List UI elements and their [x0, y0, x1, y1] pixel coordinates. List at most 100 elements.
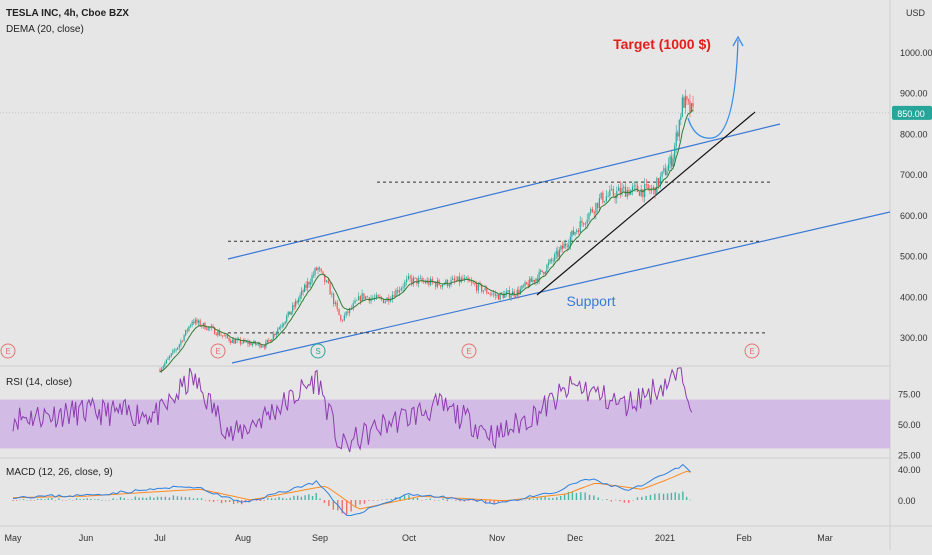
- macd-histogram-bar: [51, 497, 53, 500]
- candle-body: [284, 321, 286, 324]
- candle-body: [306, 281, 309, 288]
- currency-label: USD: [906, 8, 926, 18]
- candle-body: [626, 190, 628, 197]
- macd-histogram-bar: [540, 497, 542, 500]
- candle-body: [638, 191, 641, 196]
- target-annotation: Target (1000 $): [613, 36, 711, 52]
- macd-histogram-bar: [289, 497, 291, 500]
- macd-histogram-bar: [346, 500, 348, 515]
- macd-histogram-bar: [463, 500, 466, 502]
- candle-body: [532, 279, 534, 282]
- candle-body: [334, 302, 337, 305]
- candle-body: [647, 184, 649, 189]
- macd-histogram-bar: [524, 499, 527, 501]
- candle-body: [269, 339, 271, 342]
- macd-histogram-bar: [293, 495, 295, 500]
- candle-body: [515, 296, 517, 297]
- candle-body: [428, 280, 430, 285]
- candle-body: [472, 282, 474, 284]
- candle-body: [382, 299, 385, 304]
- macd-histogram-bar: [90, 498, 92, 500]
- candle-body: [393, 295, 395, 297]
- macd-histogram-bar: [528, 497, 531, 500]
- event-marker-label: E: [5, 347, 10, 356]
- candle-body: [475, 284, 478, 291]
- price-tick-label: 400.00: [900, 292, 928, 302]
- rsi-tick-label: 50.00: [898, 420, 921, 430]
- macd-histogram-bar: [532, 499, 535, 500]
- macd-histogram-bar: [270, 498, 273, 500]
- candle-body: [350, 307, 353, 309]
- macd-histogram-bar: [204, 500, 207, 501]
- candle-body: [568, 244, 570, 247]
- candle-body: [602, 192, 604, 203]
- candle-body: [516, 290, 518, 297]
- candle-body: [521, 285, 523, 290]
- candle-body: [247, 341, 249, 345]
- candle-body: [188, 326, 190, 331]
- macd-histogram-bar: [670, 492, 673, 500]
- macd-histogram-bar: [263, 500, 265, 501]
- candle-body: [680, 116, 682, 120]
- macd-histogram-bar: [563, 494, 566, 500]
- rsi-tick-label: 25.00: [898, 451, 921, 461]
- macd-histogram-bar: [606, 499, 608, 500]
- macd-histogram-bar: [580, 492, 582, 500]
- event-marker-label: E: [466, 347, 471, 356]
- macd-histogram-bar: [15, 500, 18, 501]
- candle-body: [340, 315, 342, 320]
- macd-histogram-bar: [252, 500, 254, 501]
- rsi-line: [12, 367, 693, 453]
- candle-body: [666, 170, 668, 175]
- candle-body: [280, 326, 282, 328]
- macd-histogram-bar: [40, 498, 42, 500]
- candle-body: [453, 278, 456, 281]
- candle-body: [196, 319, 198, 323]
- candle-body: [588, 212, 590, 220]
- macd-histogram-bar: [97, 499, 100, 500]
- candle-body: [312, 274, 315, 276]
- candle-body: [683, 97, 685, 108]
- event-marker-icon: [461, 343, 477, 359]
- candle-body: [687, 99, 690, 101]
- candle-body: [333, 293, 335, 305]
- candle-body: [325, 280, 328, 282]
- macd-histogram-bar: [220, 500, 223, 504]
- macd-histogram-bar: [497, 500, 499, 503]
- candle-body: [435, 282, 437, 287]
- macd-histogram-bar: [429, 498, 431, 500]
- candle-body: [457, 276, 459, 281]
- candle-body: [505, 291, 507, 294]
- candle-body: [317, 267, 319, 270]
- macd-histogram-bar: [255, 500, 258, 501]
- event-marker-icon: [0, 343, 16, 359]
- month-tick-label: Jul: [154, 533, 166, 543]
- candle-body: [669, 156, 671, 165]
- candle-body: [605, 196, 607, 202]
- candle-body: [296, 301, 298, 303]
- candle-body: [359, 296, 361, 302]
- candle-body: [345, 311, 347, 316]
- candle-body: [560, 245, 562, 250]
- candle-body: [293, 305, 295, 307]
- candle-body: [421, 278, 423, 282]
- macd-histogram-bar: [544, 496, 546, 500]
- candle-body: [379, 296, 381, 298]
- candle-body: [452, 278, 454, 280]
- candle-body: [308, 281, 310, 285]
- candle-body: [181, 340, 184, 342]
- macd-histogram-bar: [116, 499, 118, 501]
- candle-body: [583, 223, 585, 225]
- month-tick-label: May: [4, 533, 22, 543]
- macd-histogram-bar: [319, 498, 321, 500]
- candle-body: [674, 146, 676, 159]
- candle-body: [207, 326, 209, 330]
- candle-body: [487, 292, 490, 294]
- macd-histogram-bar: [459, 500, 461, 502]
- macd-histogram-bar: [666, 493, 669, 500]
- candle-body: [546, 265, 548, 272]
- macd-histogram-bar: [153, 497, 155, 500]
